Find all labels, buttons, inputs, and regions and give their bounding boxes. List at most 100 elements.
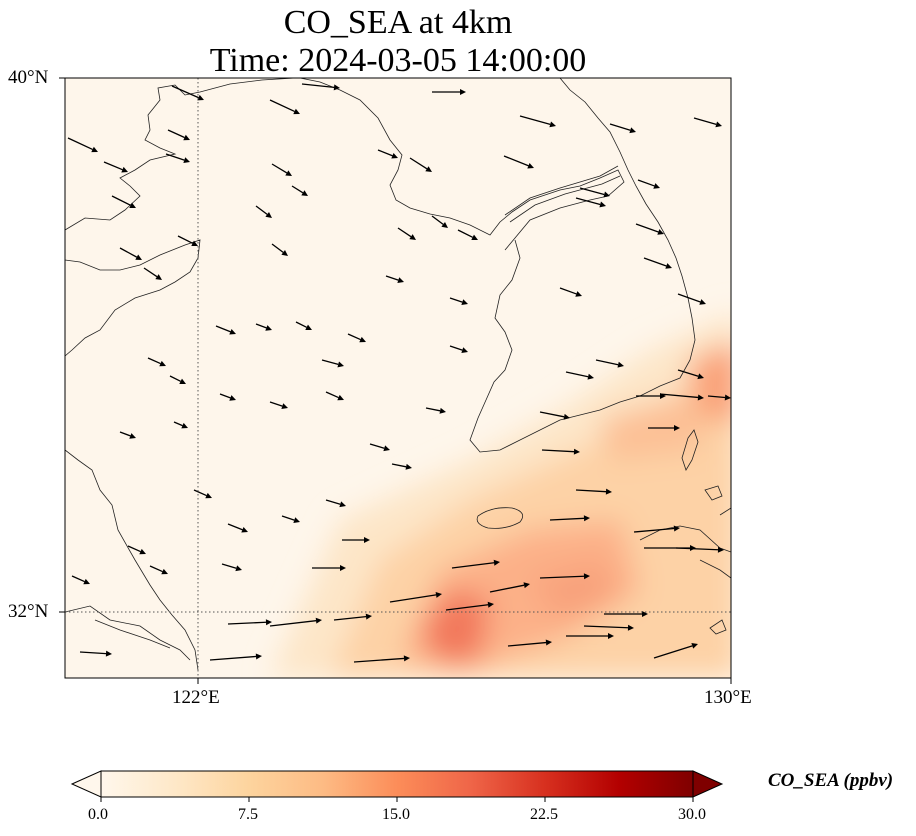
- gridlines: [65, 78, 731, 678]
- wind-arrow: [271, 243, 288, 256]
- colorbar-title: CO_SEA (ppbv): [768, 770, 894, 791]
- wind-arrow: [281, 515, 300, 523]
- tsushima-island: [681, 429, 699, 471]
- colorbar-ticks: [100, 797, 694, 802]
- wind-arrow: [559, 287, 582, 297]
- wind-arrow: [449, 345, 468, 353]
- wind-arrow: [609, 123, 636, 134]
- wind-arrow: [425, 407, 446, 414]
- wind-arrow: [507, 639, 552, 647]
- wind-arrow: [269, 617, 322, 627]
- wind-arrow: [566, 633, 614, 639]
- wind-arrow: [575, 197, 606, 208]
- wind-arrow: [595, 359, 624, 368]
- wind-arrow: [255, 323, 272, 331]
- colorbar-extend-high: [692, 770, 724, 798]
- wind-arrow: [693, 117, 722, 128]
- wind-arrow: [385, 275, 404, 283]
- co-concentration-field: [65, 78, 731, 678]
- wind-arrow: [171, 85, 204, 101]
- wind-arrow: [227, 619, 272, 626]
- wind-arrow: [353, 655, 410, 663]
- wind-arrow: [677, 293, 706, 305]
- wind-arrow: [149, 565, 168, 575]
- wind-arrow: [79, 650, 112, 657]
- lon-label-122E: 122°E: [172, 687, 220, 708]
- wind-arrow: [449, 297, 468, 305]
- map-title: CO_SEA at 4km: [283, 4, 513, 41]
- wind-arrow: [633, 525, 680, 533]
- wind-arrow: [583, 624, 634, 631]
- wind-arrow: [167, 129, 190, 141]
- wind-arrow: [147, 357, 166, 367]
- wind-arrow: [539, 573, 590, 580]
- wind-arrow: [489, 582, 530, 593]
- wind-arrow: [579, 187, 610, 198]
- wind-arrow: [269, 401, 288, 409]
- wind-arrow: [643, 257, 672, 269]
- wind-arrow: [119, 247, 142, 260]
- wind-arrow: [565, 371, 594, 380]
- wind-arrow: [377, 149, 398, 159]
- wind-arrow: [165, 153, 190, 163]
- wind-arrow: [325, 391, 344, 401]
- wind-arrow: [312, 565, 346, 571]
- map-time-title: Time: 2024-03-05 14:00:00: [209, 42, 587, 79]
- wind-arrow: [269, 99, 300, 115]
- lon-label-130E: 130°E: [704, 687, 752, 708]
- colorbar: [70, 770, 724, 802]
- colorbar-extend-low: [70, 770, 102, 798]
- wind-arrow: [389, 591, 442, 603]
- wind-arrow: [342, 537, 370, 543]
- lat-label-32N: 32°N: [8, 601, 49, 622]
- wind-arrow: [653, 642, 698, 659]
- colorbar-tick-label: 22.5: [530, 806, 558, 823]
- wind-arrow: [301, 83, 340, 91]
- korea-coastline: [469, 78, 696, 453]
- wind-arrow: [635, 223, 664, 235]
- wind-arrow: [215, 325, 236, 335]
- wind-arrow: [659, 393, 704, 401]
- wind-arrow: [255, 205, 272, 218]
- wind-arrow: [111, 195, 136, 208]
- map-frame: [64, 77, 732, 679]
- colorbar-tick-label: 0.0: [88, 806, 108, 823]
- jeju-island: [476, 507, 524, 529]
- wind-arrow: [209, 653, 262, 661]
- wind-arrow: [177, 235, 198, 246]
- wind-arrow: [432, 89, 466, 95]
- axis-ticks: [59, 77, 732, 684]
- wind-arrow: [347, 333, 366, 343]
- wind-arrow: [169, 375, 186, 384]
- wind-arrow: [71, 575, 90, 585]
- wind-arrow: [173, 421, 188, 429]
- wind-arrow: [457, 229, 478, 240]
- wind-arrow: [519, 115, 556, 128]
- wind-arrow: [503, 155, 534, 169]
- wind-arrow: [604, 611, 648, 617]
- wind-arrow: [539, 411, 570, 420]
- lat-label-40N: 40°N: [8, 67, 49, 88]
- wind-vectors: [67, 83, 731, 663]
- wind-arrow: [119, 431, 136, 439]
- wind-arrow: [677, 369, 704, 380]
- wind-arrow: [445, 601, 494, 611]
- wind-arrow: [193, 489, 212, 499]
- china-coastline: [65, 78, 296, 231]
- wind-arrow: [127, 545, 146, 555]
- wind-arrow: [271, 163, 292, 176]
- wind-arrow: [409, 157, 432, 172]
- liaodong-coastline: [299, 78, 625, 251]
- colorbar-tick-label: 15.0: [382, 806, 410, 823]
- wind-arrow: [451, 559, 500, 569]
- wind-arrow: [143, 267, 162, 280]
- wind-arrow: [391, 463, 412, 470]
- colorbar-tick-label: 30.0: [678, 806, 706, 823]
- wind-arrow: [291, 185, 308, 196]
- wind-arrow: [321, 359, 344, 368]
- wind-arrow: [637, 179, 660, 189]
- wind-arrow: [707, 394, 731, 401]
- wind-arrow: [227, 523, 248, 533]
- wind-arrow: [575, 488, 612, 495]
